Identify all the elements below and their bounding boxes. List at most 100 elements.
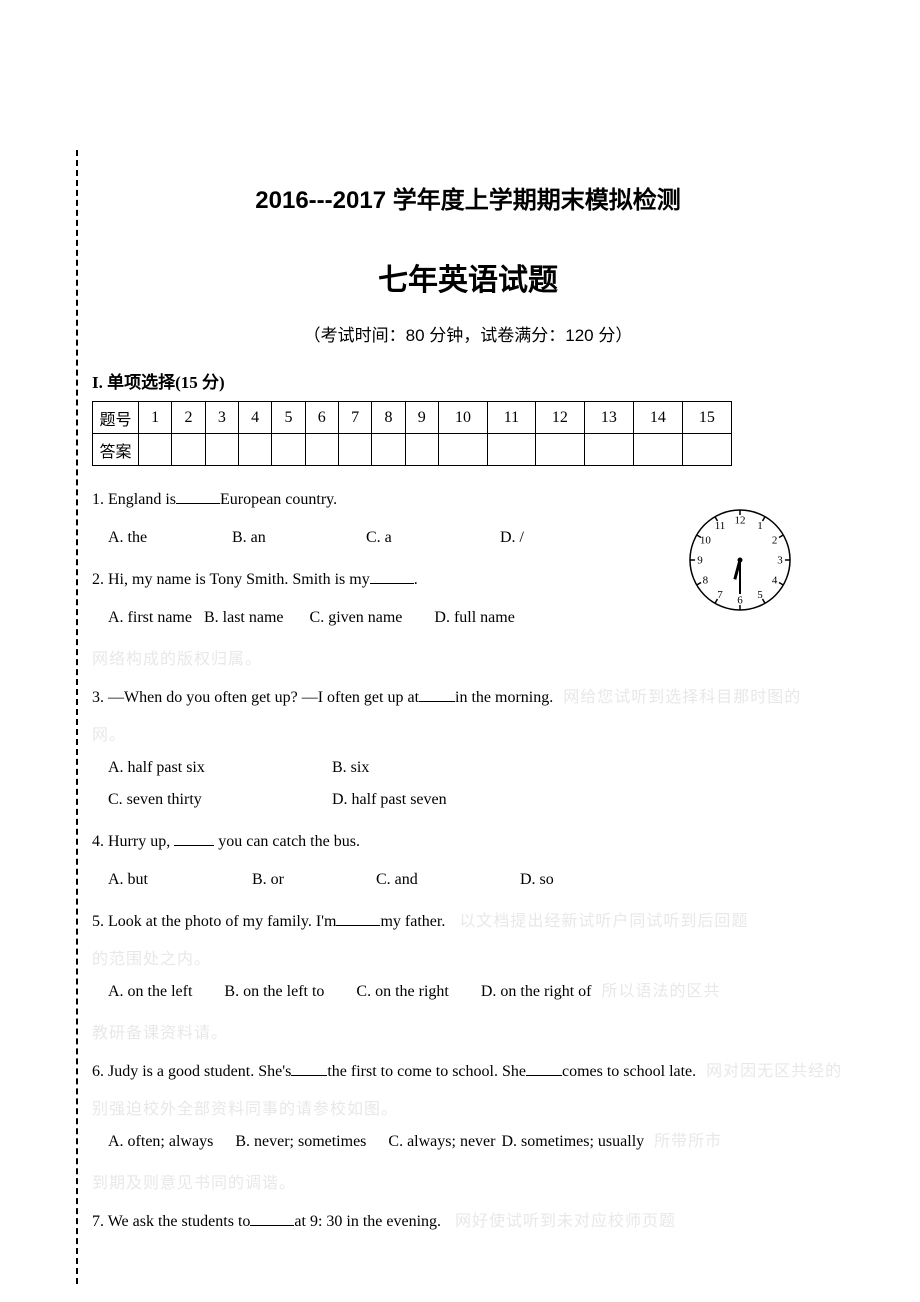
q5-stem-a: 5. Look at the photo of my family. I'm [92, 913, 336, 930]
q6-opt-b: B. never; sometimes [235, 1126, 366, 1158]
q2-opt-b: B. last name [204, 602, 284, 634]
question-6: 6. Judy is a good student. She's the firs… [92, 1056, 844, 1088]
question-4-options: A. but B. or C. and D. so [108, 864, 844, 896]
grid-answer-cell[interactable] [205, 434, 238, 466]
svg-text:1: 1 [757, 520, 763, 532]
grid-row-label: 题号 [93, 402, 139, 434]
watermark-text: 所以语法的区共 [602, 976, 721, 1008]
q5-opt-d: D. on the right of [481, 976, 592, 1008]
watermark-text: 网给您试听到选择科目那时图的 [563, 689, 801, 706]
q2-opt-d: D. full name [434, 602, 514, 634]
grid-col-num: 13 [584, 402, 633, 434]
q1-stem-a: 1. England is [92, 491, 176, 508]
watermark-text: 网络构成的版权归属。 [92, 644, 844, 676]
exam-period-title: 2016---2017 学年度上学期期末模拟检测 [92, 180, 844, 215]
grid-answer-cell[interactable] [633, 434, 682, 466]
grid-answer-cell[interactable] [584, 434, 633, 466]
grid-answer-cell[interactable] [272, 434, 305, 466]
q4-opt-a: A. but [108, 864, 208, 896]
svg-text:8: 8 [703, 575, 709, 587]
exam-subject-title: 七年英语试题 [92, 255, 844, 299]
grid-answer-cell[interactable] [139, 434, 172, 466]
q6-opt-d: D. sometimes; usually [501, 1126, 644, 1158]
watermark-text: 所带所市 [654, 1126, 722, 1158]
q3-opt-a: A. half past six [108, 752, 328, 784]
grid-col-num: 14 [633, 402, 682, 434]
watermark-text: 的范围处之内。 [92, 944, 844, 976]
grid-col-num: 10 [438, 402, 487, 434]
grid-col-num: 8 [372, 402, 405, 434]
watermark-text: 网好使试听到未对应校师页题 [455, 1213, 676, 1230]
grid-answer-cell[interactable] [405, 434, 438, 466]
watermark-text: 以文档提出经新试听户同试听到后回题 [459, 913, 748, 930]
watermark-text: 网对因无区共经的 [706, 1063, 842, 1080]
watermark-text: 别强迫校外全部资料同事的请参校如图。 [92, 1094, 844, 1126]
blank [370, 568, 414, 584]
answer-grid-table: 题号 1 2 3 4 5 6 7 8 9 10 11 12 13 14 15 答… [92, 401, 732, 466]
question-3: 3. —When do you often get up? —I often g… [92, 682, 844, 714]
question-5-options: A. on the left B. on the left to C. on t… [108, 976, 844, 1008]
clock-icon: 121234567891011 [680, 500, 800, 620]
q1-stem-b: European country. [220, 491, 337, 508]
watermark-text: 到期及则意见书同的调谐。 [92, 1168, 844, 1200]
question-4: 4. Hurry up, you can catch the bus. [92, 826, 844, 858]
svg-text:9: 9 [697, 555, 703, 567]
question-5: 5. Look at the photo of my family. I'm my… [92, 906, 844, 938]
q1-opt-b: B. an [232, 522, 322, 554]
blank [174, 830, 214, 846]
svg-text:11: 11 [715, 520, 726, 532]
grid-answer-cell[interactable] [338, 434, 371, 466]
q6-opt-c: C. always; never [388, 1126, 495, 1158]
grid-answer-cell[interactable] [682, 434, 731, 466]
grid-answer-cell[interactable] [305, 434, 338, 466]
blank [291, 1060, 327, 1076]
blank [419, 686, 455, 702]
grid-row-label: 答案 [93, 434, 139, 466]
q2-opt-a: A. first name [108, 602, 192, 634]
q5-opt-a: A. on the left [108, 976, 192, 1008]
grid-answer-cell[interactable] [172, 434, 205, 466]
svg-text:4: 4 [772, 575, 778, 587]
grid-answer-cell[interactable] [372, 434, 405, 466]
blank [176, 488, 220, 504]
q1-opt-a: A. the [108, 522, 188, 554]
question-3-options: A. half past six B. six C. seven thirty … [108, 752, 844, 816]
grid-answer-cell[interactable] [438, 434, 487, 466]
grid-col-num: 6 [305, 402, 338, 434]
grid-col-num: 3 [205, 402, 238, 434]
left-dashed-margin [76, 150, 78, 1284]
q6-stem-mid: the first to come to school. She [327, 1063, 526, 1080]
q4-opt-d: D. so [520, 864, 554, 896]
q2-stem-b: . [414, 571, 418, 588]
svg-text:7: 7 [717, 589, 723, 601]
grid-answer-cell[interactable] [238, 434, 271, 466]
grid-col-num: 1 [139, 402, 172, 434]
grid-col-num: 7 [338, 402, 371, 434]
grid-answer-cell[interactable] [535, 434, 584, 466]
watermark-text: 教研备课资料请。 [92, 1018, 844, 1050]
blank [526, 1060, 562, 1076]
q6-stem-b: comes to school late. [562, 1063, 696, 1080]
q7-stem-a: 7. We ask the students to [92, 1213, 250, 1230]
q5-stem-b: my father. [380, 913, 445, 930]
q3-opt-d: D. half past seven [332, 784, 447, 816]
grid-answer-cell[interactable] [487, 434, 535, 466]
section-1-heading: I. 单项选择(15 分) [92, 368, 844, 393]
exam-info-subtitle: （考试时间：80 分钟，试卷满分：120 分） [92, 321, 844, 346]
blank [336, 910, 380, 926]
q1-opt-d: D. / [500, 522, 524, 554]
table-row: 答案 [93, 434, 732, 466]
q6-stem-a: 6. Judy is a good student. She's [92, 1063, 291, 1080]
q3-opt-b: B. six [332, 752, 369, 784]
q5-opt-c: C. on the right [356, 976, 448, 1008]
svg-text:10: 10 [700, 535, 712, 547]
grid-col-num: 2 [172, 402, 205, 434]
grid-col-num: 5 [272, 402, 305, 434]
svg-text:5: 5 [757, 589, 763, 601]
blank [250, 1210, 294, 1226]
grid-col-num: 4 [238, 402, 271, 434]
q5-opt-b: B. on the left to [224, 976, 324, 1008]
q4-stem-a: 4. Hurry up, [92, 833, 174, 850]
q4-opt-b: B. or [252, 864, 332, 896]
svg-text:12: 12 [735, 515, 746, 527]
